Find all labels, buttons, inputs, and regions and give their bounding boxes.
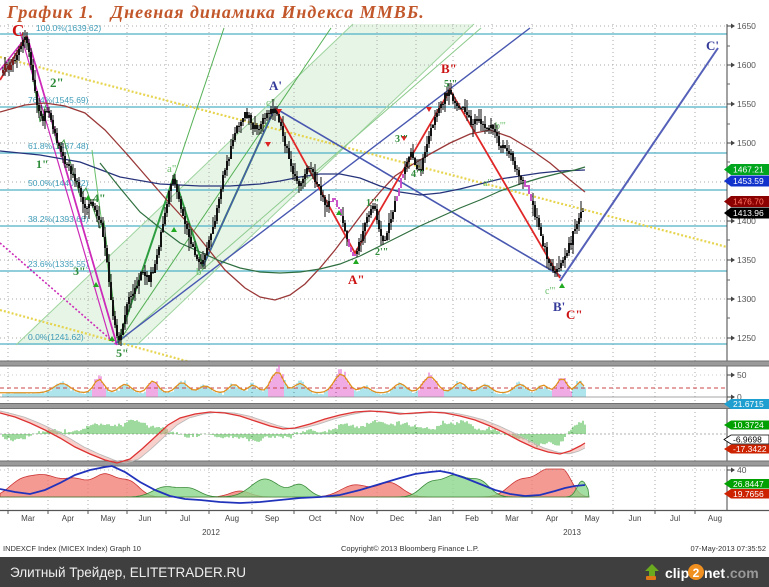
svg-text:Jul: Jul (180, 514, 190, 523)
svg-text:1600: 1600 (737, 60, 756, 70)
svg-text:1650: 1650 (737, 21, 756, 31)
svg-text:1250: 1250 (737, 333, 756, 343)
svg-text:A': A' (269, 78, 282, 93)
svg-text:Apr: Apr (62, 514, 75, 523)
svg-text:B": B" (441, 61, 457, 76)
svg-text:3": 3" (73, 264, 86, 278)
svg-text:Jul: Jul (670, 514, 680, 523)
svg-text:5": 5" (116, 346, 129, 360)
svg-text:-6.9698: -6.9698 (733, 435, 762, 445)
svg-text:1500: 1500 (737, 138, 756, 148)
svg-text:21.6715: 21.6715 (733, 399, 764, 409)
svg-text:C": C" (566, 307, 583, 322)
svg-text:50.0%(1440.52): 50.0%(1440.52) (28, 178, 89, 188)
svg-text:1300: 1300 (737, 294, 756, 304)
svg-text:5'": 5'" (444, 79, 457, 90)
svg-text:c": c" (266, 97, 275, 109)
svg-text:1453.59: 1453.59 (733, 176, 764, 186)
svg-text:.com: .com (726, 565, 759, 581)
svg-text:0.0%(1241.62): 0.0%(1241.62) (28, 332, 84, 342)
svg-text:Элитный Трейдер, ELITETRADER.R: Элитный Трейдер, ELITETRADER.RU (10, 565, 246, 580)
svg-text:3'": 3'" (395, 134, 408, 145)
svg-text:4'": 4'" (411, 169, 424, 180)
svg-text:C': C' (706, 38, 719, 53)
svg-text:May: May (100, 514, 115, 523)
svg-text:Copyright© 2013 Bloomberg Fina: Copyright© 2013 Bloomberg Finance L.P. (341, 544, 479, 553)
svg-text:2": 2" (50, 75, 64, 90)
svg-text:Jun: Jun (139, 514, 152, 523)
svg-text:C: C (12, 21, 24, 40)
svg-text:50: 50 (737, 370, 747, 380)
svg-text:Nov: Nov (350, 514, 364, 523)
svg-text:Sep: Sep (265, 514, 280, 523)
svg-text:19.7656: 19.7656 (733, 489, 764, 499)
svg-text:2'": 2'" (375, 247, 388, 258)
svg-text:Jun: Jun (629, 514, 642, 523)
svg-text:76.4%(1545.69): 76.4%(1545.69) (28, 95, 89, 105)
svg-text:2: 2 (693, 566, 700, 580)
svg-text:Oct: Oct (309, 514, 322, 523)
svg-text:A": A" (348, 272, 365, 287)
svg-text:2012: 2012 (202, 528, 220, 537)
svg-text:-17.3422: -17.3422 (733, 444, 767, 454)
svg-text:Jan: Jan (429, 514, 442, 523)
svg-text:net: net (704, 565, 725, 581)
svg-text:b': b' (196, 266, 204, 278)
svg-text:b'": b'" (495, 121, 506, 132)
svg-text:0: 0 (737, 392, 742, 402)
svg-text:2013: 2013 (563, 528, 581, 537)
svg-text:clip: clip (665, 565, 689, 581)
svg-text:Mar: Mar (505, 514, 519, 523)
svg-text:100.0%(1639.62): 100.0%(1639.62) (36, 23, 101, 33)
svg-text:07-May-2013 07:35:52: 07-May-2013 07:35:52 (691, 544, 766, 553)
svg-text:Dec: Dec (390, 514, 404, 523)
svg-text:1400: 1400 (737, 216, 756, 226)
svg-text:1413.96: 1413.96 (733, 208, 764, 218)
svg-text:1467.21: 1467.21 (733, 165, 764, 175)
svg-text:10.3724: 10.3724 (733, 420, 764, 430)
svg-text:1": 1" (36, 157, 49, 171)
svg-text:INDEXCF Index (MICEX Index) Gr: INDEXCF Index (MICEX Index) Graph 10 (3, 544, 141, 553)
svg-text:Aug: Aug (708, 514, 722, 523)
svg-text:a": a" (167, 163, 176, 175)
svg-text:23.6%(1335.55): 23.6%(1335.55) (28, 259, 89, 269)
svg-text:1476.70: 1476.70 (733, 197, 764, 207)
svg-text:26.8447: 26.8447 (733, 479, 764, 489)
svg-text:Apr: Apr (546, 514, 559, 523)
svg-text:38.2%(1393.66): 38.2%(1393.66) (28, 214, 89, 224)
svg-text:c'": c'" (545, 286, 555, 297)
svg-text:Feb: Feb (465, 514, 479, 523)
svg-text:May: May (584, 514, 599, 523)
svg-text:a'": a'" (483, 178, 493, 189)
svg-text:40: 40 (737, 465, 747, 475)
svg-text:Mar: Mar (21, 514, 35, 523)
svg-text:1'": 1'" (366, 198, 379, 209)
svg-text:1550: 1550 (737, 99, 756, 109)
svg-text:Aug: Aug (225, 514, 239, 523)
svg-text:1350: 1350 (737, 255, 756, 265)
svg-text:4": 4" (93, 191, 106, 205)
svg-text:B': B' (553, 299, 565, 314)
